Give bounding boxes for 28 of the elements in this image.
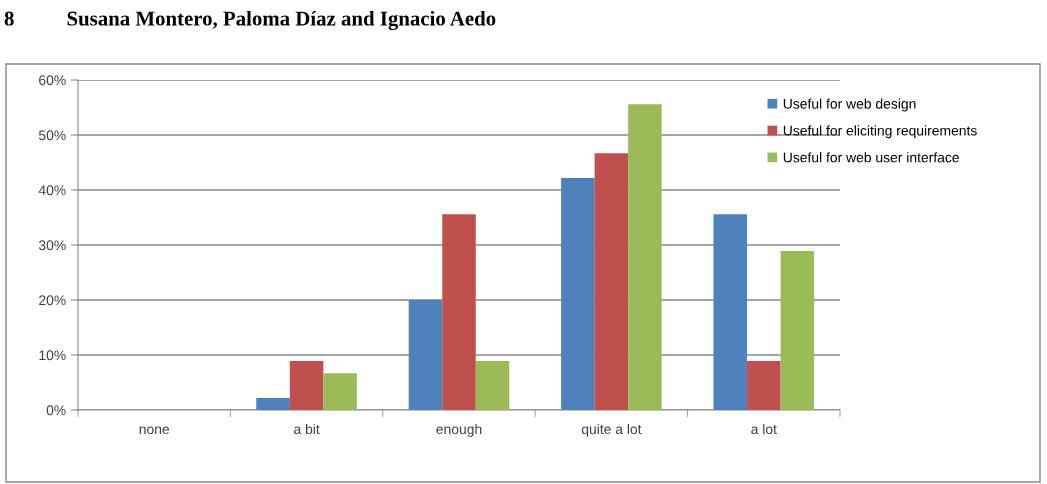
legend-label: Useful for web user interface <box>783 152 959 163</box>
y-tick-label: 10% <box>39 350 66 361</box>
x-tick-label: a bit <box>294 423 320 435</box>
y-tick-label: 0% <box>46 405 66 416</box>
y-tick-label: 60% <box>39 75 66 86</box>
y-tick-label: 40% <box>38 185 66 196</box>
bar <box>713 214 748 410</box>
bar <box>561 177 595 410</box>
legend-label: Useful for web design <box>783 98 916 112</box>
bar <box>323 373 357 410</box>
x-tick-label: a lot <box>751 423 777 435</box>
x-tick-label: none <box>139 426 170 435</box>
bar <box>408 300 443 410</box>
bar <box>289 361 324 410</box>
y-tick-label: 50% <box>38 130 66 141</box>
bar <box>442 214 476 410</box>
bar <box>780 251 815 410</box>
x-tick-label: quite a lot <box>581 423 642 437</box>
bar <box>475 361 510 410</box>
y-tick-label: 20% <box>39 295 66 306</box>
bar <box>747 361 781 410</box>
x-tick-label: enough <box>436 423 482 437</box>
legend-label: Useful for eliciting requirements <box>783 125 977 139</box>
bar <box>628 104 662 410</box>
bar <box>594 153 629 410</box>
y-tick-label: 30% <box>38 240 66 251</box>
text: 8 Susana Montero, Paloma Díaz and Ignacio Aedo <box>4 10 496 30</box>
bar <box>256 397 290 410</box>
